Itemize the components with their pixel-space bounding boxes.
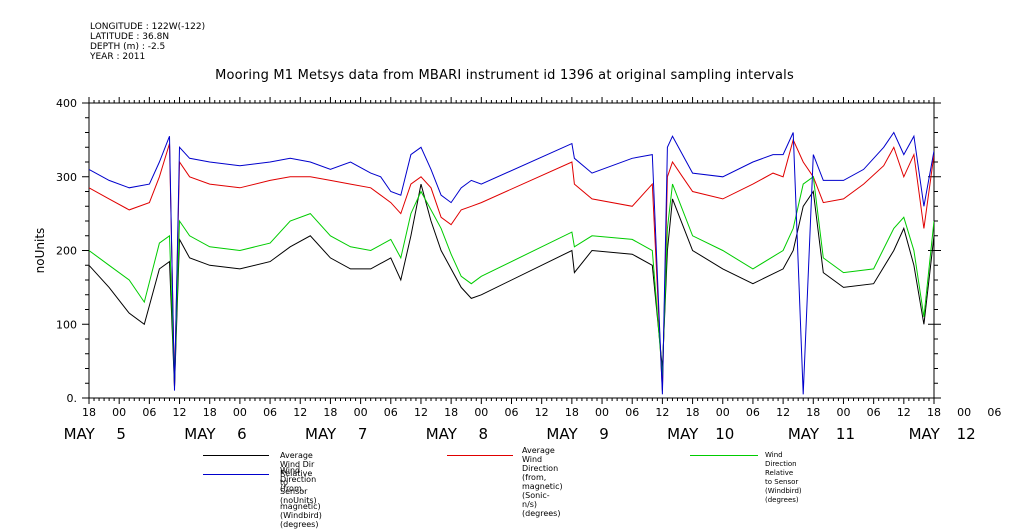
x-tick-label: 00 [957, 406, 971, 419]
series-line-3 [89, 175, 934, 384]
x-tick-label: 06 [142, 406, 156, 419]
legend-swatch-green [690, 455, 758, 456]
x-day-label-day: 11 [836, 425, 855, 443]
x-day-label-month: MAY [184, 425, 216, 443]
meta-latitude: LATITUDE : 36.8N [90, 32, 170, 42]
x-tick-label: 18 [82, 406, 96, 419]
series-line-4 [89, 131, 934, 395]
x-tick-label: 06 [505, 406, 519, 419]
x-tick-label: 18 [323, 406, 337, 419]
x-day-label-month: MAY [64, 425, 96, 443]
y-tick-label: 100 [56, 318, 77, 331]
x-day-label-day: 7 [358, 425, 368, 443]
x-tick-label: 00 [354, 406, 368, 419]
x-day-label-month: MAY [546, 425, 578, 443]
x-day-label-day: 6 [237, 425, 247, 443]
line-chart: 18 00 06 12 18 00 06 12 18 00 06 12 18 00 06 12 18 00 06 12… [33, 97, 1001, 443]
y-axis-label: noUnits [33, 228, 47, 274]
metadata-block: LONGITUDE : 122W(-122) LATITUDE : 36.8N … [90, 22, 205, 62]
x-tick-label: 18 [444, 406, 458, 419]
series-line-1 [89, 183, 934, 387]
x-day-label-month: MAY [909, 425, 941, 443]
x-tick-label: 06 [384, 406, 398, 419]
x-day-label-day: 5 [116, 425, 126, 443]
chart-title: Mooring M1 Metsys data from MBARI instru… [215, 68, 794, 83]
x-day-label-day: 8 [479, 425, 489, 443]
x-day-label-day: 10 [715, 425, 734, 443]
x-day-label-month: MAY [305, 425, 337, 443]
x-tick-label: 12 [414, 406, 428, 419]
plot-frame [88, 102, 935, 399]
x-tick-label: 06 [263, 406, 277, 419]
x-tick-label: 12 [776, 406, 790, 419]
x-tick-label: 18 [806, 406, 820, 419]
legend-label-1: Average Wind Dir Relative to Sensor (noU… [280, 451, 317, 505]
x-tick-label: 06 [987, 406, 1001, 419]
x-tick-label: 18 [686, 406, 700, 419]
x-tick-label: 00 [836, 406, 850, 419]
x-tick-label: 18 [203, 406, 217, 419]
legend-swatch-black [203, 455, 269, 456]
x-tick-label: 18 [927, 406, 941, 419]
x-tick-label: 00 [716, 406, 730, 419]
x-tick-label: 00 [595, 406, 609, 419]
legend-swatch-blue [203, 474, 269, 475]
legend-swatch-red [447, 455, 513, 456]
x-tick-label: 06 [867, 406, 881, 419]
x-day-label-month: MAY [667, 425, 699, 443]
series-line-2 [89, 138, 934, 391]
x-tick-label: 00 [474, 406, 488, 419]
legend-label-2: Average Wind Direction (from, magnetic) … [522, 446, 563, 518]
x-tick-label: 00 [233, 406, 247, 419]
x-tick-label: 06 [625, 406, 639, 419]
x-day-label-month: MAY [788, 425, 820, 443]
legend-label-3: Wind Direction Relative to Sensor (Windb… [765, 451, 804, 504]
legend-label-4: Wind Direction (from, magnetic) (Windbir… [280, 466, 322, 529]
x-tick-label: 12 [655, 406, 669, 419]
meta-year: YEAR : 2011 [90, 52, 146, 62]
x-day-label-day: 12 [957, 425, 976, 443]
x-tick-label: 18 [565, 406, 579, 419]
x-tick-label: 00 [112, 406, 126, 419]
y-tick-label: 400 [56, 97, 77, 110]
x-day-label-day: 9 [599, 425, 609, 443]
y-tick-label: 0. [67, 392, 78, 405]
y-tick-label: 300 [56, 171, 77, 184]
x-tick-label: 06 [746, 406, 760, 419]
meta-longitude: LONGITUDE : 122W(-122) [90, 22, 206, 32]
y-tick-label: 200 [56, 245, 77, 258]
x-day-label-month: MAY [426, 425, 458, 443]
meta-depth: DEPTH (m) : -2.5 [90, 42, 166, 52]
x-tick-label: 12 [535, 406, 549, 419]
x-tick-label: 12 [897, 406, 911, 419]
x-tick-label: 12 [173, 406, 187, 419]
x-tick-label: 12 [293, 406, 307, 419]
